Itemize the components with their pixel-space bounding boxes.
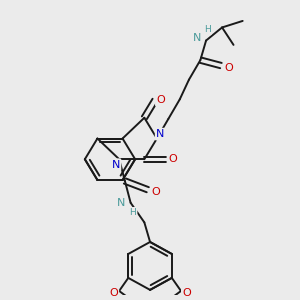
Text: H: H — [130, 208, 136, 217]
Text: O: O — [109, 288, 118, 298]
Text: N: N — [117, 198, 126, 208]
Text: O: O — [156, 95, 165, 105]
Text: O: O — [225, 63, 233, 73]
Text: N: N — [156, 129, 164, 139]
Text: O: O — [168, 154, 177, 164]
Text: N: N — [193, 33, 201, 43]
Text: O: O — [152, 187, 160, 197]
Text: N: N — [112, 160, 120, 170]
Text: O: O — [182, 288, 191, 298]
Text: H: H — [204, 25, 211, 34]
